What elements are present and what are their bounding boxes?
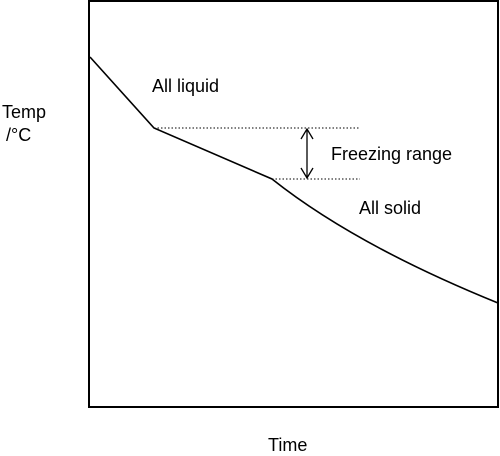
- all-solid-label: All solid: [359, 198, 421, 218]
- all-liquid-label: All liquid: [152, 76, 219, 96]
- freezing-range-arrow: [300, 127, 314, 180]
- y-axis-label-line1: Temp: [2, 102, 46, 122]
- cooling-curve: [89, 56, 499, 304]
- y-axis-label-line2: /°C: [6, 125, 31, 145]
- x-axis-label: Time: [268, 435, 307, 455]
- freezing-range-label: Freezing range: [331, 144, 452, 164]
- plot-frame: [88, 0, 499, 408]
